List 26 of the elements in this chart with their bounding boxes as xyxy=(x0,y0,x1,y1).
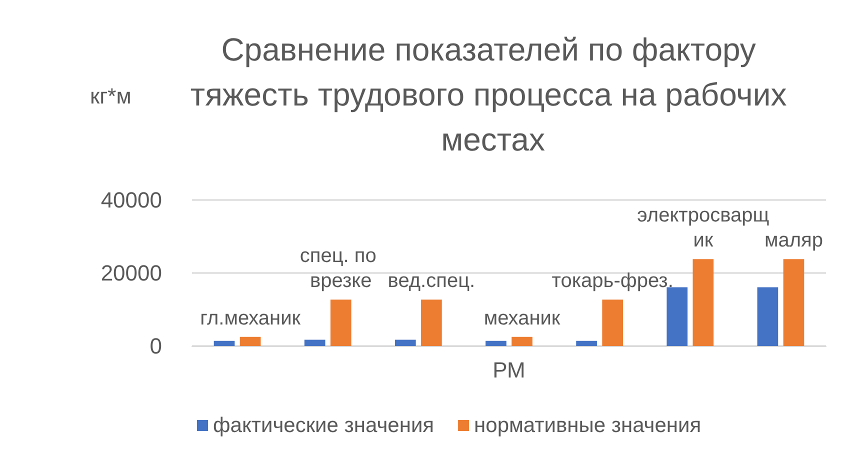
data-label: гл.механик xyxy=(200,307,301,330)
legend-label: нормативные значения xyxy=(474,414,702,437)
data-label: токарь-фрез. xyxy=(552,270,674,292)
bar xyxy=(783,259,804,346)
y-tick-label: 20000 xyxy=(100,260,162,286)
bar xyxy=(602,300,624,346)
y-axis-title: кг*м xyxy=(90,84,132,108)
bar xyxy=(240,336,261,346)
y-tick-label: 0 xyxy=(150,334,162,358)
bar xyxy=(330,300,352,346)
data-label: спец. по врезке xyxy=(300,245,382,292)
chart-title: Сравнение показателей по фактору тяжесть трудового процесса на рабочих местах xyxy=(190,32,796,158)
legend-label: фактические значения xyxy=(213,414,434,437)
data-label: вед.спец. xyxy=(388,270,476,292)
bar xyxy=(214,340,235,346)
bar xyxy=(304,340,326,346)
y-tick-label: 40000 xyxy=(100,188,162,212)
bar xyxy=(512,336,532,346)
x-axis-title: РМ xyxy=(492,358,526,382)
bar xyxy=(757,287,778,346)
bar xyxy=(692,259,714,346)
bar xyxy=(576,340,597,346)
bar xyxy=(394,340,416,346)
data-label: механик xyxy=(484,307,560,330)
bar xyxy=(421,300,442,346)
bar xyxy=(486,340,506,346)
